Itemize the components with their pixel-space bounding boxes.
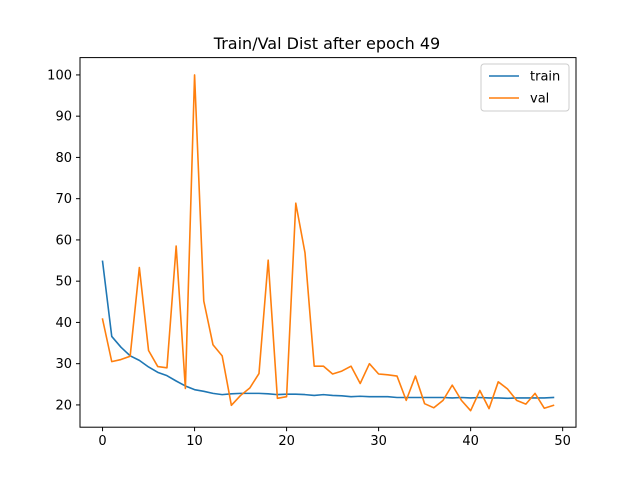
y-tick-label: 40 xyxy=(55,316,72,331)
y-tick-label: 80 xyxy=(55,151,72,166)
y-tick-label: 30 xyxy=(55,357,72,372)
x-tick-label: 10 xyxy=(186,434,203,449)
legend-label-train: train xyxy=(530,70,560,85)
plot-frame xyxy=(79,57,577,428)
x-tick-label: 30 xyxy=(370,434,387,449)
legend: train val xyxy=(480,63,570,112)
x-tick-label: 50 xyxy=(554,434,571,449)
y-tick-label: 70 xyxy=(55,192,72,207)
x-tick-label: 20 xyxy=(278,434,295,449)
series-line-train xyxy=(101,260,555,400)
legend-label-val: val xyxy=(530,92,549,107)
series-line-val xyxy=(101,74,555,412)
x-tick-label: 0 xyxy=(98,434,106,449)
y-axis: 20 30 40 50 60 70 80 90 100 xyxy=(47,68,80,413)
y-tick-label: 20 xyxy=(55,398,72,413)
x-tick-label: 40 xyxy=(462,434,479,449)
y-tick-label: 60 xyxy=(55,233,72,248)
y-tick-label: 90 xyxy=(55,110,72,125)
x-axis: 0 10 20 30 40 50 xyxy=(98,427,571,449)
series-layer xyxy=(101,74,555,412)
y-tick-label: 50 xyxy=(55,275,72,290)
y-tick-label: 100 xyxy=(47,68,72,83)
chart-title: Train/Val Dist after epoch 49 xyxy=(213,34,440,53)
